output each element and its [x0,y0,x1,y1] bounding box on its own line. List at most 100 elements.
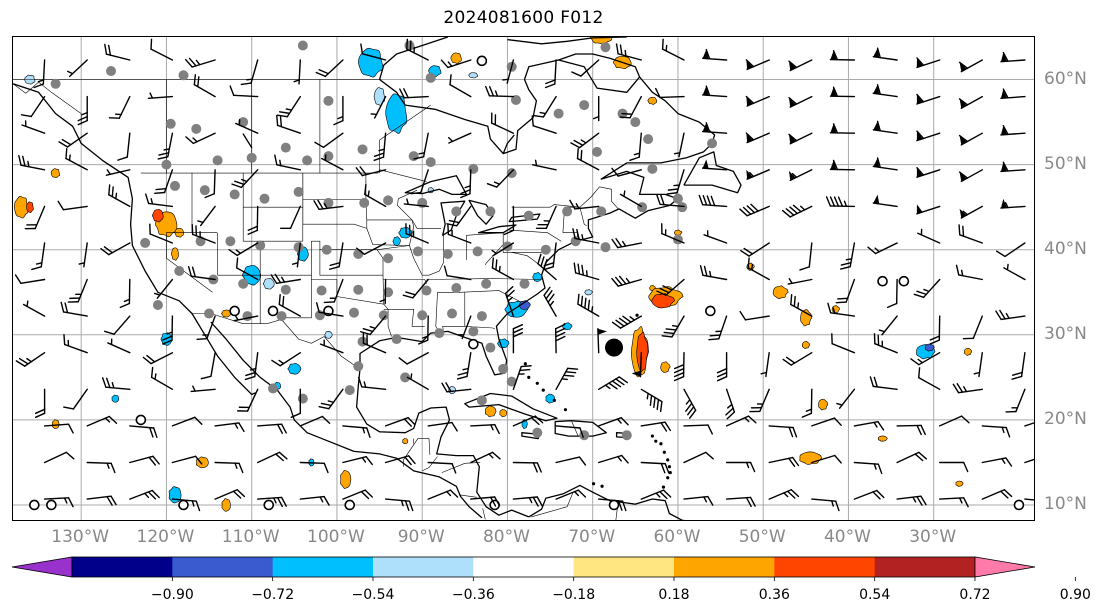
wind-barb [31,242,46,271]
station-dot [378,310,389,321]
wind-barb [531,159,557,171]
border-line [383,279,427,284]
wind-barb [108,95,131,119]
colorbar-segment [373,557,474,577]
wind-barb [811,454,842,464]
wind-barb [57,200,88,211]
island-speck [563,408,568,412]
positive-contour-region [152,209,164,223]
negative-contour-region [262,278,275,290]
positive-contour-region [955,480,964,487]
calm-station-circle [344,499,356,511]
lon-label: 30°W [909,527,957,547]
wind-barb [200,352,216,380]
calm-station-circle [267,305,279,317]
lon-label: 70°W [568,527,616,547]
wind-barb [768,456,800,468]
wind-barb [104,43,131,61]
border-line [437,290,521,302]
wind-barb [740,242,770,257]
positive-contour-region [484,405,497,418]
border-line [435,292,439,331]
wind-barb [939,461,969,473]
station-dot [532,427,543,438]
station-dot [468,326,479,337]
wind-barb [867,242,898,255]
wind-barb [701,48,728,61]
lon-label: 40°W [823,527,871,547]
wind-barb [446,205,472,227]
wind-barb [299,461,329,474]
wind-barb [768,489,800,500]
wind-barb [512,496,543,507]
lon-label: 120°W [136,527,195,547]
station-dot [421,285,432,296]
wind-barb [456,352,472,380]
wind-barb [745,59,770,71]
wind-barb [490,112,515,134]
wind-barb [640,461,670,474]
island-speck [541,388,545,392]
wind-barb [577,293,600,317]
wind-barb [611,167,642,177]
wind-barb [449,74,472,98]
station-dot [672,193,683,204]
wind-barb [619,95,642,119]
wind-barb [598,498,627,512]
colorbar-extend-high [974,556,1036,578]
wind-barb [745,95,770,107]
island-outline [554,420,607,437]
wind-barb [402,278,429,299]
wind-barb [171,498,201,512]
wind-barb [77,95,88,126]
station-dot [229,189,240,200]
station-dot [417,310,428,321]
station-dot [383,253,394,264]
coastline-segment [507,37,627,45]
island-speck [527,375,531,379]
negative-contour-region [532,272,543,282]
wind-barb [427,461,457,474]
wind-barb [503,205,515,236]
wind-barb [958,59,983,73]
wind-barb [615,43,642,61]
wind-barb [315,302,344,317]
coastline-segment [502,134,515,154]
wind-barb [63,333,88,354]
wind-barb [256,496,287,508]
wind-barb [910,352,941,366]
border-line [166,232,218,293]
wind-barb [171,416,203,427]
border-line [531,492,574,518]
wind-barb [611,315,642,329]
station-dot [468,163,479,174]
wind-barb [873,333,898,354]
coastline-segment [359,76,716,376]
station-dot [434,328,445,339]
station-dot [707,138,718,149]
great-lake-outline [404,175,468,196]
wind-barb [1000,88,1026,99]
station-dot [161,159,172,170]
wind-barb [333,95,344,126]
border-line [409,245,429,276]
wind-barb [1024,498,1034,502]
station-dot [506,168,517,179]
border-line [441,462,481,473]
station-dot [255,240,266,251]
wind-barb [555,367,579,390]
wind-barb [918,367,941,390]
wind-barb [147,92,174,99]
station-dot [353,248,364,259]
wind-barb [896,451,927,464]
wind-barb [872,84,898,98]
positive-contour-region [818,398,829,411]
station-dot [353,361,364,372]
calm-station-circle [608,499,620,511]
positive-contour-region [196,456,209,469]
lat-label: 30°N [1044,323,1087,344]
colorbar-extend-low [11,556,73,578]
wind-barb [661,38,685,61]
wind-barb [504,285,515,317]
wind-barb [1000,161,1026,173]
